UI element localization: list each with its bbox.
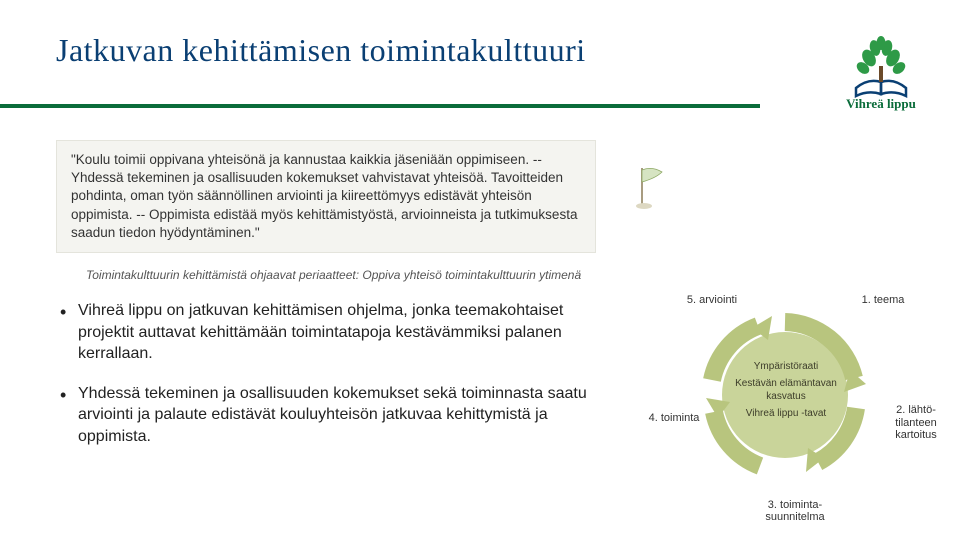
cycle-diagram: Ympäristöraati Kestävän elämäntavan kasv…: [640, 284, 940, 524]
caption: Toimintakulttuurin kehittämistä ohjaavat…: [86, 268, 626, 282]
center-mid: Kestävän elämäntavan kasvatus: [728, 375, 844, 405]
center-bottom: Vihreä lippu -tavat: [742, 405, 830, 422]
vihrea-lippu-logo: Vihreä lippu: [826, 36, 936, 126]
list-item: Yhdessä tekeminen ja osallisuuden kokemu…: [60, 383, 620, 448]
bullet-text: sekä: [419, 385, 462, 402]
page-title: Jatkuvan kehittämisen toimintakulttuuri: [56, 32, 924, 69]
logo-text: Vihreä lippu: [846, 96, 916, 112]
center-top: Ympäristöraati: [750, 358, 822, 375]
bullet-text: Vihreä lippu on: [78, 302, 189, 319]
list-item: Vihreä lippu on jatkuvan kehittämisen oh…: [60, 300, 620, 365]
cycle-center: Ympäristöraati Kestävän elämäntavan kasv…: [728, 332, 844, 448]
tree-book-icon: [846, 36, 916, 98]
bullet-bold: jatkuvan kehittämisen ohjelma: [189, 302, 403, 319]
bullet-list: Vihreä lippu on jatkuvan kehittämisen oh…: [60, 300, 620, 466]
step-4-label: 4. toiminta: [642, 412, 706, 425]
title-underline: [0, 104, 760, 108]
bullet-bold: Yhdessä tekeminen ja osallisuuden kokemu…: [78, 385, 419, 402]
slide: Jatkuvan kehittämisen toimintakulttuuri …: [0, 0, 960, 540]
flag-icon: [634, 164, 672, 210]
quote-box: "Koulu toimii oppivana yhteisönä ja kann…: [56, 140, 596, 253]
step-2-label: 2. lähtö-tilanteenkartoitus: [884, 404, 948, 442]
step-3-label: 3. toiminta-suunnitelma: [750, 499, 840, 524]
step-5-label: 5. arviointi: [676, 294, 748, 307]
step-1-label: 1. teema: [848, 294, 918, 307]
